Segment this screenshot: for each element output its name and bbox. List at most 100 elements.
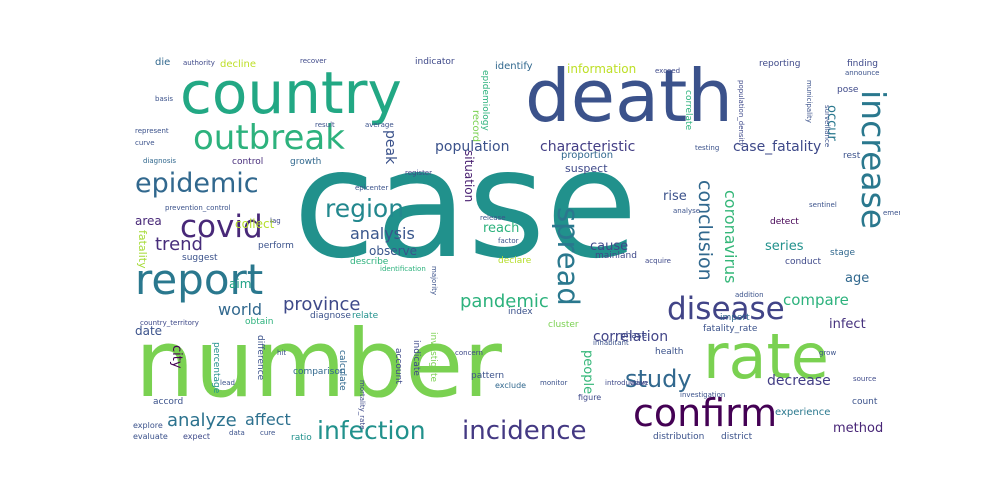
word-emer: emer <box>883 209 900 217</box>
word-epidemic: epidemic <box>135 168 259 199</box>
word-analysis: analysis <box>350 224 415 243</box>
word-phase: phase <box>620 331 648 341</box>
word-method: method <box>833 421 884 436</box>
word-number: number <box>135 310 502 419</box>
word-record: record <box>470 110 481 142</box>
word-diagnose: diagnose <box>310 311 351 321</box>
word-rate: rate <box>703 320 829 393</box>
word-diagnosis: diagnosis <box>143 157 177 165</box>
word-monitor: monitor <box>540 379 568 387</box>
word-pose: pose <box>837 85 859 95</box>
word-exceed: exceed <box>655 67 681 75</box>
word-cloud: case number death country rate report co… <box>125 50 900 445</box>
word-describe: describe <box>350 257 389 267</box>
word-pattern: pattern <box>471 371 505 381</box>
word-area: area <box>135 214 162 228</box>
word-country_territory: country_territory <box>140 319 199 327</box>
word-die: die <box>155 57 171 68</box>
word-people: people <box>580 350 595 395</box>
word-ratio: ratio <box>291 433 312 443</box>
word-situation: situation <box>462 150 476 203</box>
word-testing: testing <box>695 144 720 152</box>
word-coronavirus: coronavirus <box>721 190 740 284</box>
word-wave: wave <box>630 379 649 387</box>
word-calculate: calculate <box>337 350 347 391</box>
word-sentinel: sentinel <box>809 201 837 209</box>
word-addition: addition <box>735 291 764 299</box>
word-trend: trend <box>155 234 203 255</box>
word-declare: declare <box>498 256 532 266</box>
word-indicate: indicate <box>411 340 421 376</box>
word-account: account <box>393 348 403 384</box>
word-prevention_control: prevention_control <box>165 204 231 212</box>
word-reach: reach <box>483 221 520 236</box>
word-peak: peak <box>382 130 398 165</box>
word-world: world <box>218 300 263 319</box>
word-concern: concern <box>455 349 483 357</box>
word-investigation: investigation <box>680 391 726 399</box>
word-infect: infect <box>829 317 866 332</box>
word-announce: announce <box>845 69 880 77</box>
word-control: control <box>232 157 264 167</box>
word-index: index <box>508 307 533 317</box>
word-conduct: conduct <box>785 257 822 267</box>
word-basis: basis <box>155 95 173 103</box>
word-data: data <box>229 429 245 437</box>
word-finding: finding <box>847 59 879 69</box>
word-stage: stage <box>830 248 855 258</box>
word-spread: spread <box>551 207 585 306</box>
word-incidence: incidence <box>462 416 587 445</box>
word-proportion: proportion <box>561 150 614 161</box>
word-release: release <box>480 214 506 222</box>
word-confirm: confirm <box>633 391 778 435</box>
word-surveillance: surveillance <box>823 105 831 148</box>
word-comparison: comparison <box>293 367 346 377</box>
word-city: city <box>169 345 184 369</box>
word-count: count <box>852 397 878 407</box>
word-inhabitant: inhabitant <box>593 339 629 347</box>
word-population_density: population_density <box>737 80 745 147</box>
word-region: region <box>325 194 405 223</box>
word-outbreak: outbreak <box>193 118 345 158</box>
word-decrease: decrease <box>767 373 831 389</box>
word-cluster: cluster <box>548 320 579 330</box>
word-perform: perform <box>258 241 294 251</box>
word-analyse: analyse <box>673 207 701 215</box>
word-affect: affect <box>245 410 291 429</box>
word-lag: lag <box>270 217 281 225</box>
word-percentage: percentage <box>211 342 221 394</box>
word-source: source <box>853 375 877 383</box>
word-case_fatality: case_fatality <box>733 139 822 155</box>
word-study: study <box>625 365 692 393</box>
word-accord: accord <box>153 397 184 407</box>
word-compare: compare <box>783 291 849 309</box>
word-majority: majority <box>430 266 438 296</box>
word-municipality: municipality <box>805 80 813 123</box>
word-identify: identify <box>495 61 533 72</box>
word-decline: decline <box>220 59 257 70</box>
word-country: country <box>180 59 402 127</box>
word-rise: rise <box>663 189 687 204</box>
word-result: result <box>315 121 335 129</box>
word-suggest: suggest <box>182 253 218 263</box>
word-evaluate: evaluate <box>133 432 168 441</box>
word-expect: expect <box>183 432 211 441</box>
word-detect: detect <box>770 217 799 227</box>
word-correlate: correlate <box>683 90 693 131</box>
word-suspect: suspect <box>565 162 608 175</box>
word-obtain: obtain <box>245 317 274 327</box>
word-lead: lead <box>220 379 235 387</box>
word-mortality_rate: mortality_rate <box>358 380 366 430</box>
word-province: province <box>283 294 361 315</box>
word-analyze: analyze <box>167 410 237 431</box>
word-hit: hit <box>277 349 287 357</box>
word-collect: collect <box>235 217 275 231</box>
word-acquire: acquire <box>645 257 671 265</box>
word-distribution: distribution <box>653 432 705 442</box>
word-explore: explore <box>133 421 163 430</box>
word-factor: factor <box>498 237 519 245</box>
word-epidemiology: epidemiology <box>480 70 490 131</box>
word-case: case <box>293 118 638 292</box>
word-cause: cause <box>590 239 629 254</box>
word-difference: difference <box>255 335 265 381</box>
